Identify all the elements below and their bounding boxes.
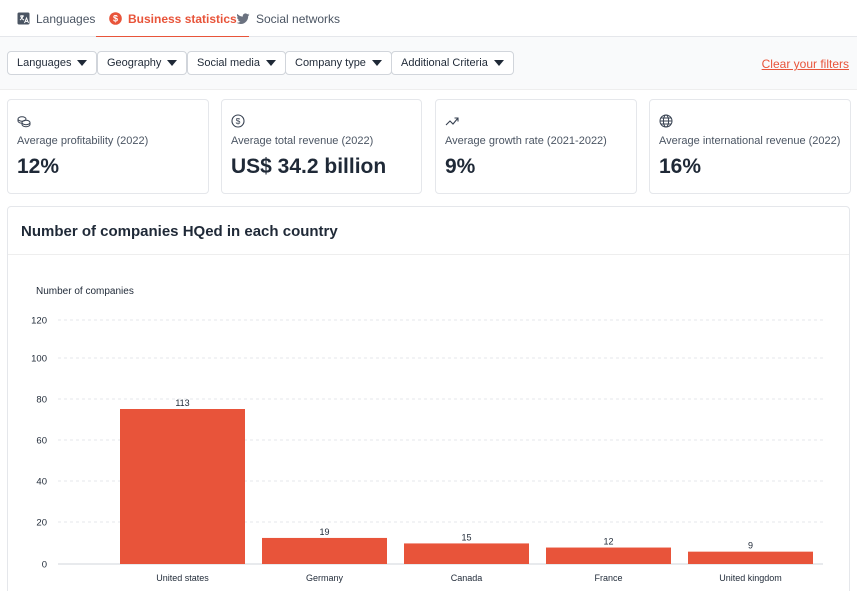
bar: [262, 537, 387, 564]
caret-down-icon: [265, 60, 276, 66]
svg-text:$: $: [236, 116, 241, 126]
data-label: 9: [748, 541, 753, 551]
y-tick-label: 120: [31, 316, 47, 327]
bar: [688, 551, 813, 564]
y-tick-label: 40: [36, 477, 47, 488]
filter-company-type[interactable]: Company type: [285, 51, 392, 75]
kpi-value: US$ 34.2 billion: [231, 155, 387, 178]
bar: [404, 543, 529, 564]
filter-languages[interactable]: Languages: [7, 51, 98, 75]
kpi-card-profitability: Average profitability (2022) 12%: [7, 99, 209, 194]
filter-geography[interactable]: Geography: [97, 51, 188, 75]
tab-languages[interactable]: Languages: [16, 0, 95, 37]
caret-down-icon: [167, 60, 178, 66]
kpi-value: 16%: [659, 155, 702, 178]
kpi-card-growth: Average growth rate (2021-2022) 9%: [435, 99, 637, 194]
data-label: 19: [319, 527, 329, 537]
filter-label: Languages: [17, 57, 72, 69]
tab-label: Social networks: [256, 11, 341, 26]
data-label: 15: [461, 532, 471, 542]
tab-label: Business statistics: [128, 11, 237, 26]
twitter-icon: [236, 12, 250, 26]
tab-business-statistics[interactable]: $ Business statistics: [96, 0, 249, 38]
x-tick-label: Canada: [451, 573, 483, 583]
kpi-value: 12%: [17, 155, 60, 178]
chart-panel: Number of companies HQed in each country…: [7, 206, 850, 591]
data-label: 113: [175, 398, 189, 408]
filter-label: Company type: [295, 57, 366, 69]
dollar-circle-icon: $: [231, 114, 245, 128]
svg-text:$: $: [112, 14, 117, 24]
y-tick-label: 0: [42, 560, 47, 571]
tab-social-networks[interactable]: Social networks: [236, 0, 340, 37]
x-tick-label: Germany: [306, 573, 344, 583]
chart-title: Number of companies HQed in each country: [21, 223, 338, 240]
tab-label: Languages: [36, 11, 96, 26]
caret-down-icon: [77, 60, 88, 66]
globe-icon: [659, 114, 673, 128]
bar-chart: Number of companies 0 20 40 60 80 100 120 113 U…: [31, 286, 823, 583]
y-tick-label: 100: [31, 354, 47, 365]
filter-label: Geography: [107, 57, 162, 69]
caret-down-icon: [493, 60, 504, 66]
bar: [546, 547, 671, 564]
translate-icon: [16, 12, 30, 26]
filter-social-media[interactable]: Social media: [187, 51, 286, 75]
y-tick-label: 20: [36, 518, 47, 529]
filter-label: Additional Criteria: [401, 57, 488, 69]
coins-icon: [17, 114, 31, 128]
tab-bar: Languages $ Business statistics Social n…: [0, 0, 857, 38]
clear-filters-link[interactable]: Clear your filters: [761, 57, 849, 71]
y-tick-label: 60: [36, 436, 47, 447]
caret-down-icon: [371, 60, 382, 66]
data-label: 12: [603, 537, 613, 547]
kpi-label: Average total revenue (2022): [231, 135, 374, 147]
y-tick-label: 80: [36, 395, 47, 406]
trend-up-icon: [445, 114, 459, 128]
kpi-value: 9%: [445, 155, 476, 178]
kpi-label: Average international revenue (2022): [659, 135, 841, 147]
y-axis-title: Number of companies: [36, 286, 134, 297]
kpi-card-international: Average international revenue (2022) 16%: [649, 99, 851, 194]
bar-layer: 113 United states 19 Germany 15 Canada 12 Franc…: [120, 398, 813, 583]
chart-panel-header: Number of companies HQed in each country: [8, 207, 849, 255]
kpi-card-revenue: $ Average total revenue (2022) US$ 34.2 …: [221, 99, 422, 194]
filter-additional-criteria[interactable]: Additional Criteria: [391, 51, 514, 75]
filter-label: Social media: [197, 57, 260, 69]
bar: [120, 409, 245, 564]
filter-bar: Languages Geography Social media Company…: [0, 37, 857, 90]
kpi-label: Average growth rate (2021-2022): [445, 135, 607, 147]
x-tick-label: France: [594, 573, 622, 583]
x-tick-label: United states: [156, 573, 209, 583]
x-tick-label: United kingdom: [719, 573, 782, 583]
kpi-label: Average profitability (2022): [17, 135, 149, 147]
dollar-circle-icon: $: [108, 12, 122, 26]
